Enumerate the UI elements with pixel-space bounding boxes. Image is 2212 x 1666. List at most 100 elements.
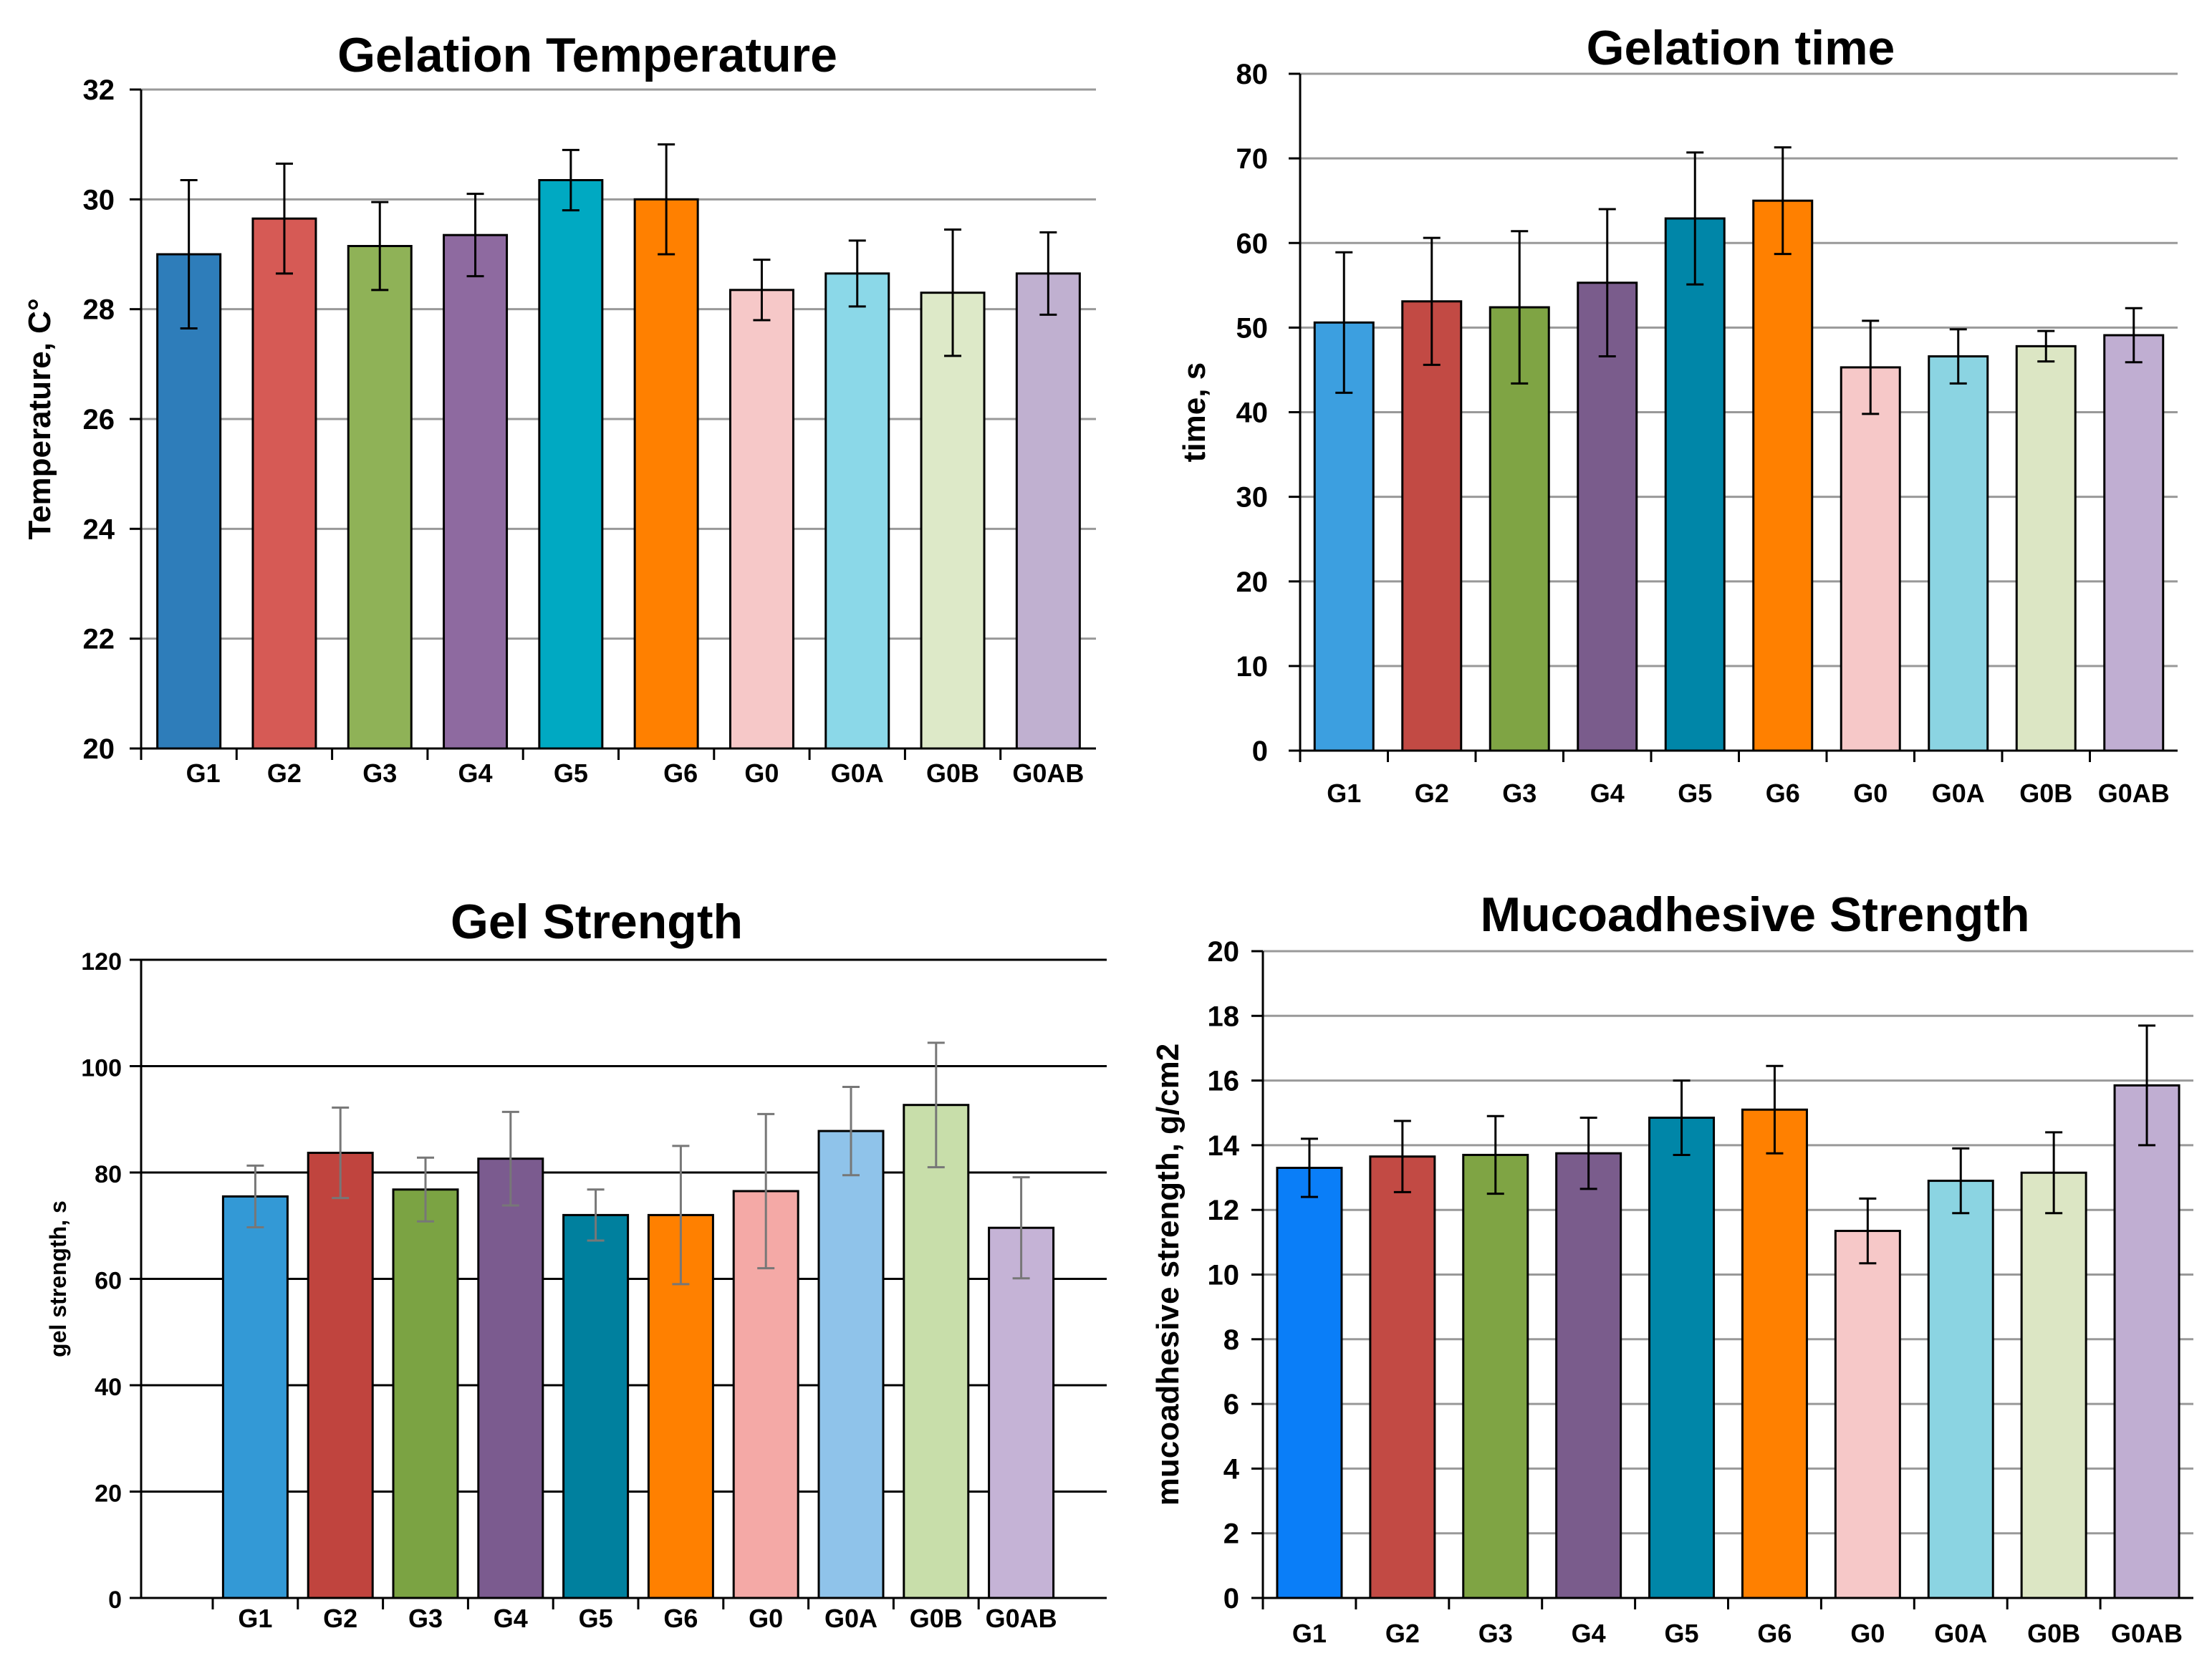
x-category-label: G5 (579, 1604, 613, 1633)
y-tick-label: 10 (1208, 1260, 1240, 1291)
chart-title: Mucoadhesive Strength (1480, 887, 2029, 942)
y-tick-label: 6 (1223, 1389, 1239, 1420)
y-tick-label: 40 (1236, 398, 1269, 429)
y-tick-label: 26 (83, 404, 115, 435)
bar (920, 292, 986, 750)
bar (221, 1195, 289, 1599)
x-category-label: G6 (1766, 779, 1800, 808)
x-category-label: G3 (362, 759, 397, 788)
y-axis-label: gel strength, s (45, 1200, 71, 1357)
bar (307, 1152, 374, 1599)
bar (2015, 345, 2077, 752)
x-category-label: G0B (926, 759, 979, 788)
y-tick-label: 30 (1236, 482, 1269, 514)
y-tick-label: 14 (1208, 1130, 1240, 1162)
x-category-label: G4 (458, 759, 493, 788)
y-tick-label: 0 (1223, 1583, 1239, 1614)
bar (2103, 334, 2165, 752)
y-tick-label: 32 (83, 74, 115, 106)
x-category-label: G6 (663, 1604, 698, 1633)
y-tick-label: 0 (108, 1586, 122, 1614)
y-tick-label: 22 (83, 624, 115, 655)
bar (347, 245, 413, 750)
x-category-label: G2 (1415, 779, 1449, 808)
chart-title: Gelation time (1587, 21, 1895, 75)
x-category-label: G0 (749, 1604, 783, 1633)
bar (903, 1104, 970, 1599)
x-category-label: G0 (1853, 779, 1888, 808)
x-category-label: G4 (1590, 779, 1625, 808)
x-category-label: G5 (1665, 1619, 1699, 1648)
y-tick-label: 20 (1208, 936, 1240, 968)
bar (538, 179, 604, 750)
y-axis-label: Temperature, C° (22, 298, 57, 539)
bar (728, 289, 794, 750)
y-tick-label: 60 (1236, 228, 1269, 259)
x-category-label: G2 (267, 759, 302, 788)
bar (1834, 1230, 1901, 1599)
x-category-label: G3 (1502, 779, 1537, 808)
bar (156, 253, 222, 750)
x-category-label: G1 (1327, 779, 1361, 808)
y-tick-label: 12 (1208, 1195, 1240, 1226)
x-category-label: G6 (1757, 1619, 1792, 1648)
x-category-label: G0 (744, 759, 779, 788)
bar (1313, 321, 1375, 752)
bar (392, 1188, 459, 1599)
x-category-label: G0A (824, 1604, 877, 1633)
y-tick-label: 70 (1236, 143, 1269, 175)
y-tick-label: 0 (1252, 736, 1268, 767)
bar (1927, 1180, 1994, 1599)
x-category-label: G0AB (1012, 759, 1084, 788)
chart-panel-1: 20 22 24 26 28 30 32 Gelation Temperature Temper… (22, 28, 1096, 788)
bar (1664, 217, 1726, 752)
y-tick-label: 40 (95, 1374, 122, 1401)
x-category-label: G0A (1932, 779, 1985, 808)
y-tick-label: 100 (81, 1055, 122, 1082)
y-tick-label: 20 (83, 733, 115, 765)
y-tick-label: 50 (1236, 312, 1269, 344)
x-category-label: G5 (1678, 779, 1712, 808)
x-category-label: G0 (1850, 1619, 1885, 1648)
bar (1928, 355, 1989, 752)
y-tick-label: 80 (95, 1161, 122, 1188)
x-category-label: G2 (1385, 1619, 1420, 1648)
x-category-label: G1 (186, 759, 221, 788)
bar (1648, 1117, 1716, 1599)
bar (988, 1226, 1055, 1599)
x-category-label: G6 (663, 759, 698, 788)
x-category-label: G0B (2019, 779, 2072, 808)
y-tick-label: 28 (83, 294, 115, 326)
y-tick-label: 60 (95, 1268, 122, 1295)
bar (1462, 1153, 1529, 1599)
x-category-label: G0AB (2098, 779, 2170, 808)
x-category-label: G0A (1934, 1619, 1987, 1648)
y-tick-label: 18 (1208, 1001, 1240, 1032)
x-category-label: G2 (323, 1604, 357, 1633)
x-category-label: G0B (2027, 1619, 2080, 1648)
x-category-label: G3 (1478, 1619, 1513, 1648)
x-category-label: G0B (910, 1604, 963, 1633)
bar (2113, 1084, 2180, 1599)
chart-title: Gelation Temperature (337, 28, 837, 82)
bar (1369, 1155, 1436, 1599)
bar (1555, 1152, 1622, 1599)
bar (1840, 366, 1901, 752)
x-category-label: G4 (1572, 1619, 1606, 1648)
bar (824, 272, 890, 750)
y-tick-label: 10 (1236, 651, 1269, 683)
y-tick-label: 24 (83, 514, 115, 545)
y-axis-label: mucoadhesive strength, g/cm2 (1150, 1044, 1186, 1506)
chart-panel-4: 0 2 4 6 8 10 12 14 16 18 20 Mucoadhesive Strength mu… (1150, 887, 2193, 1648)
y-tick-label: 120 (81, 948, 122, 976)
y-tick-label: 4 (1223, 1453, 1240, 1485)
x-category-label: G1 (238, 1604, 272, 1633)
bar (2020, 1171, 2087, 1599)
x-category-label: G0AB (2111, 1619, 2183, 1648)
y-tick-label: 16 (1208, 1066, 1240, 1097)
y-tick-label: 20 (95, 1480, 122, 1508)
x-category-label: G0AB (986, 1604, 1057, 1633)
x-category-label: G3 (408, 1604, 443, 1633)
bar (443, 233, 509, 750)
